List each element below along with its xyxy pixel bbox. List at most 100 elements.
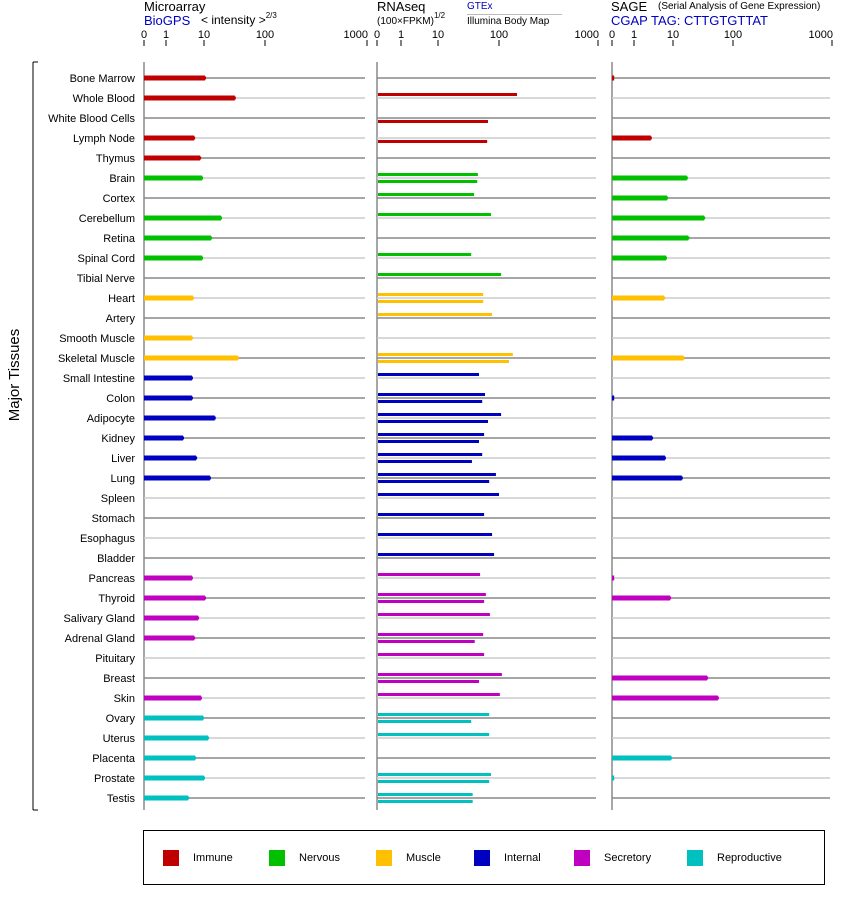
microarray-bar-cap [197,616,200,620]
gtex-bar [378,633,484,636]
tissue-label: Adrenal Gland [65,633,135,645]
legend-label: Secretory [604,852,652,864]
microarray-bar-cap [204,76,207,80]
muscle-swatch [376,850,392,866]
microarray-bar [144,215,222,221]
tissue-label: Artery [106,313,136,325]
gtex-bar [378,393,486,396]
microarray-bar-cap [193,136,196,140]
microarray-tick-label: 1000 [344,29,368,41]
microarray-bar [144,615,199,621]
illumina-bar [378,440,479,443]
legend-item-immune: Immune [163,850,233,866]
tissue-label: Liver [111,453,135,465]
microarray-bar-cap [201,716,204,720]
sage-bar [612,755,672,761]
gtex-bar [378,673,502,676]
microarray-bar-cap [203,776,205,780]
tissue-label: Brain [109,173,135,185]
microarray-bar [144,335,192,341]
illumina-bar [378,300,484,303]
tissue-label: Placenta [92,753,136,765]
sage-bar [612,355,684,361]
microarray-bar-cap [233,96,236,100]
illumina-bar [378,140,488,143]
gtex-link[interactable]: GTEx [467,1,493,12]
microarray-bar-cap [220,216,223,220]
gtex-bar [378,533,493,536]
tissue-label: Smooth Muscle [59,333,135,345]
legend-item-internal: Internal [474,850,541,866]
tissue-label: Bone Marrow [70,73,135,85]
microarray-bar-cap [208,476,211,480]
illumina-bar [378,480,490,483]
microarray-bar [144,595,206,601]
microarray-tick-label: 0 [141,29,147,41]
microarray-bar [144,455,197,461]
tissue-label: Whole Blood [73,93,135,105]
microarray-bar [144,175,203,181]
sage-bar-cap [664,256,667,260]
gtex-bar [378,93,518,96]
illumina-bar [378,400,483,403]
microarray-bar [144,235,211,241]
microarray-tick-label: 10 [198,29,210,41]
rnaseq-title: RNAseq [377,0,426,14]
gtex-bar [378,653,485,656]
tissue-label: Pancreas [89,573,136,585]
microarray-bar-cap [190,336,193,340]
microarray-bar-cap [194,756,197,760]
legend-item-secretory: Secretory [574,850,651,866]
rnaseq-tick-label: 100 [490,29,508,41]
gtex-bar [378,493,499,496]
scale-text: < intensity > [201,13,266,27]
gtex-bar [378,793,473,796]
sage-bar-cap [665,196,668,200]
gtex-bar [378,773,492,776]
microarray-bar [144,395,192,401]
sage-bar-cap [685,176,688,180]
sage-bar [612,695,718,701]
sage-tick-label: 100 [724,29,742,41]
illumina-bar [378,120,488,123]
tissue-label: Skeletal Muscle [58,353,135,365]
sage-bar-cap [706,676,709,680]
tissue-label: Pituitary [95,653,135,665]
reproductive-swatch [687,850,703,866]
gtex-bar [378,593,486,596]
tissue-label: Spinal Cord [78,253,135,265]
microarray-bar [144,635,195,641]
gtex-bar [378,193,475,196]
microarray-bar-cap [199,696,202,700]
internal-swatch [474,850,490,866]
illumina-bar [378,720,472,723]
illumina-bar [378,460,472,463]
microarray-bar [144,435,183,441]
tissue-label: Bladder [97,553,135,565]
microarray-bar-cap [191,296,194,300]
sage-bar [612,75,615,81]
gtex-bar [378,473,496,476]
tissue-label: Thymus [96,153,136,165]
tissue-label: Tibial Nerve [77,273,135,285]
sage-bar-cap [703,216,706,220]
biogps-link[interactable]: BioGPS [144,13,191,28]
cgap-tag-link[interactable]: CGAP TAG: CTTGTGTTAT [611,13,768,28]
y-axis-label: Major Tissues [6,329,23,422]
microarray-bar-cap [209,236,212,240]
tissue-label: Cerebellum [79,213,135,225]
tissue-label: Spleen [101,493,135,505]
microarray-bar-cap [213,416,216,420]
microarray-bar-cap [206,736,209,740]
microarray-bar [144,135,195,141]
sage-bar-cap [687,236,690,240]
microarray-bar-cap [193,636,196,640]
microarray-bar [144,795,189,801]
microarray-bar [144,755,196,761]
gtex-bar [378,693,500,696]
legend-item-nervous: Nervous [269,850,340,866]
rnaseq-tick-label: 1000 [575,29,599,41]
sage-bar [612,575,615,581]
y-axis-bracket [32,61,38,811]
tissue-label: Kidney [101,433,135,445]
